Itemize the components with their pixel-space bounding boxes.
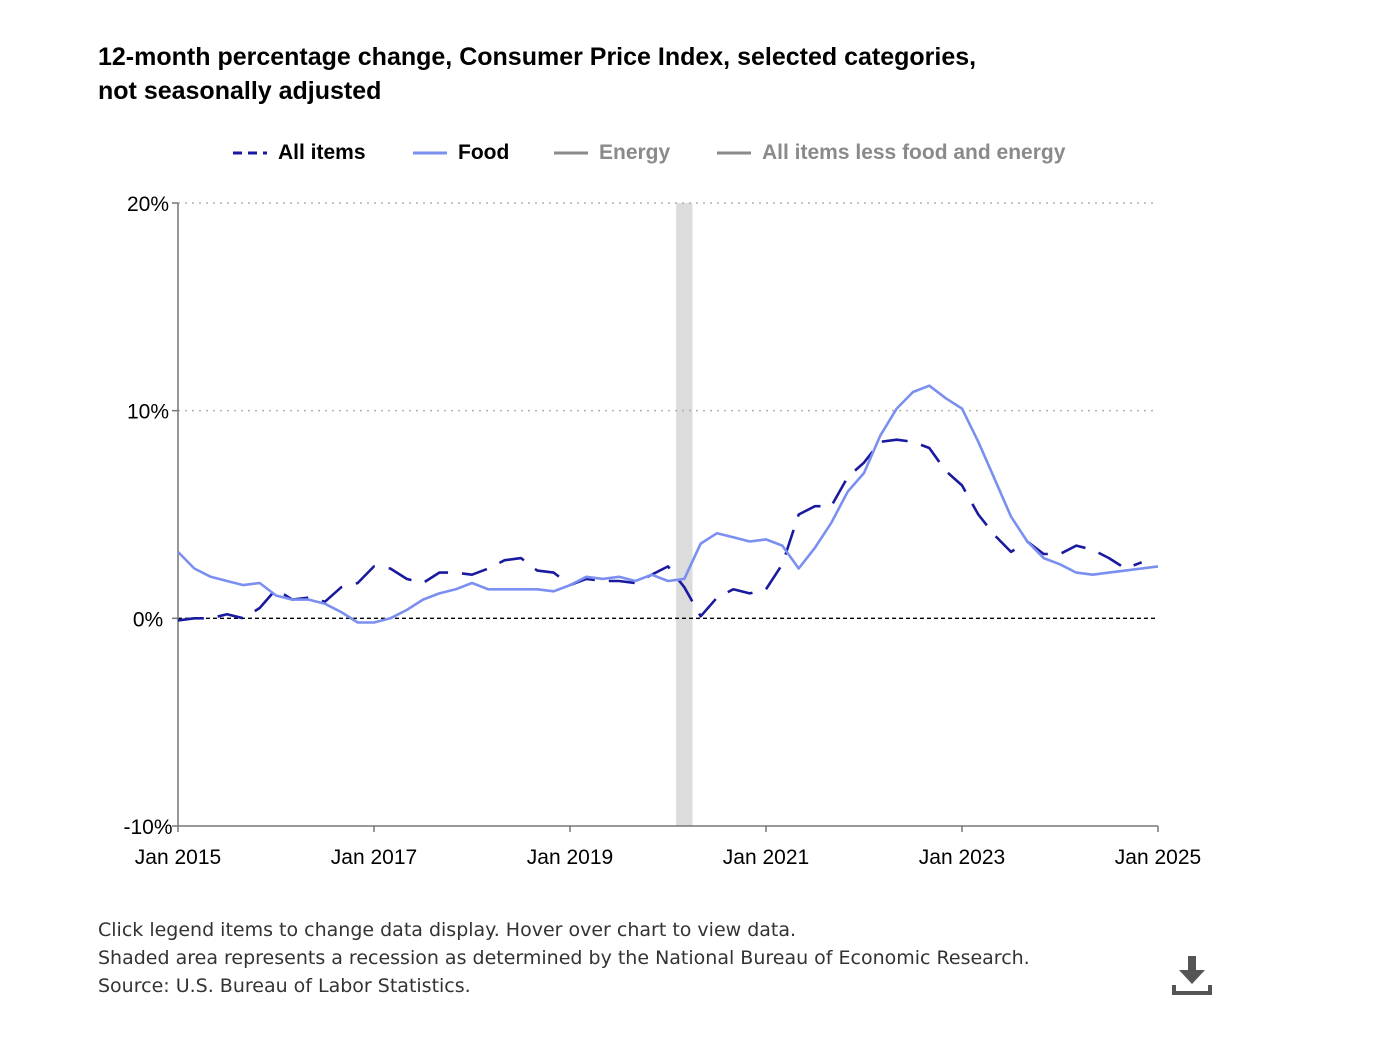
chart-title-line-2: not seasonally adjusted	[98, 77, 382, 105]
y-tick-label: 20%	[127, 193, 169, 216]
note-source: Source: U.S. Bureau of Labor Statistics.	[98, 975, 471, 997]
legend-swatch-core	[717, 151, 751, 155]
legend-swatch-all-items	[233, 151, 267, 155]
line-chart[interactable]: -10% 0% 10% 20% Jan 2015 Jan 2017 Jan 2019 Jan …	[0, 0, 1390, 900]
legend-swatch-energy	[554, 151, 588, 155]
chart-title-line-1: 12-month percentage change, Consumer Pri…	[98, 43, 977, 71]
x-tick-label: Jan 2021	[723, 846, 809, 869]
x-tick-label: Jan 2023	[919, 846, 1005, 869]
download-icon[interactable]	[1168, 954, 1216, 1000]
x-tick-label: Jan 2025	[1115, 846, 1201, 869]
y-tick-label: 10%	[127, 401, 169, 424]
chart-legend: All items Food Energy All items less foo…	[0, 136, 1390, 170]
series-line-food[interactable]	[177, 384, 1159, 624]
legend-item-energy[interactable]: Energy	[553, 136, 670, 170]
y-tick-label: 0%	[133, 608, 163, 631]
series-line-all-items[interactable]	[177, 438, 1143, 622]
legend-swatch-food	[413, 151, 447, 155]
legend-label-all-items: All items	[278, 141, 366, 164]
legend-item-core[interactable]: All items less food and energy	[716, 136, 1065, 170]
note-instructions: Click legend items to change data displa…	[98, 919, 797, 941]
legend-label-core: All items less food and energy	[762, 141, 1066, 164]
x-tick-label: Jan 2019	[527, 846, 613, 869]
legend-label-energy: Energy	[599, 141, 671, 164]
x-tick-label: Jan 2015	[135, 846, 221, 869]
chart-notes: Click legend items to change data displa…	[98, 916, 1158, 1000]
y-tick-label: -10%	[123, 816, 172, 839]
note-recession: Shaded area represents a recession as de…	[98, 947, 1030, 969]
recession-shading	[676, 203, 693, 826]
legend-label-food: Food	[458, 141, 510, 164]
legend-item-food[interactable]: Food	[412, 136, 509, 170]
x-tick-label: Jan 2017	[331, 846, 417, 869]
chart-title: 12-month percentage change, Consumer Pri…	[98, 40, 1198, 108]
legend-item-all-items[interactable]: All items	[232, 136, 366, 170]
